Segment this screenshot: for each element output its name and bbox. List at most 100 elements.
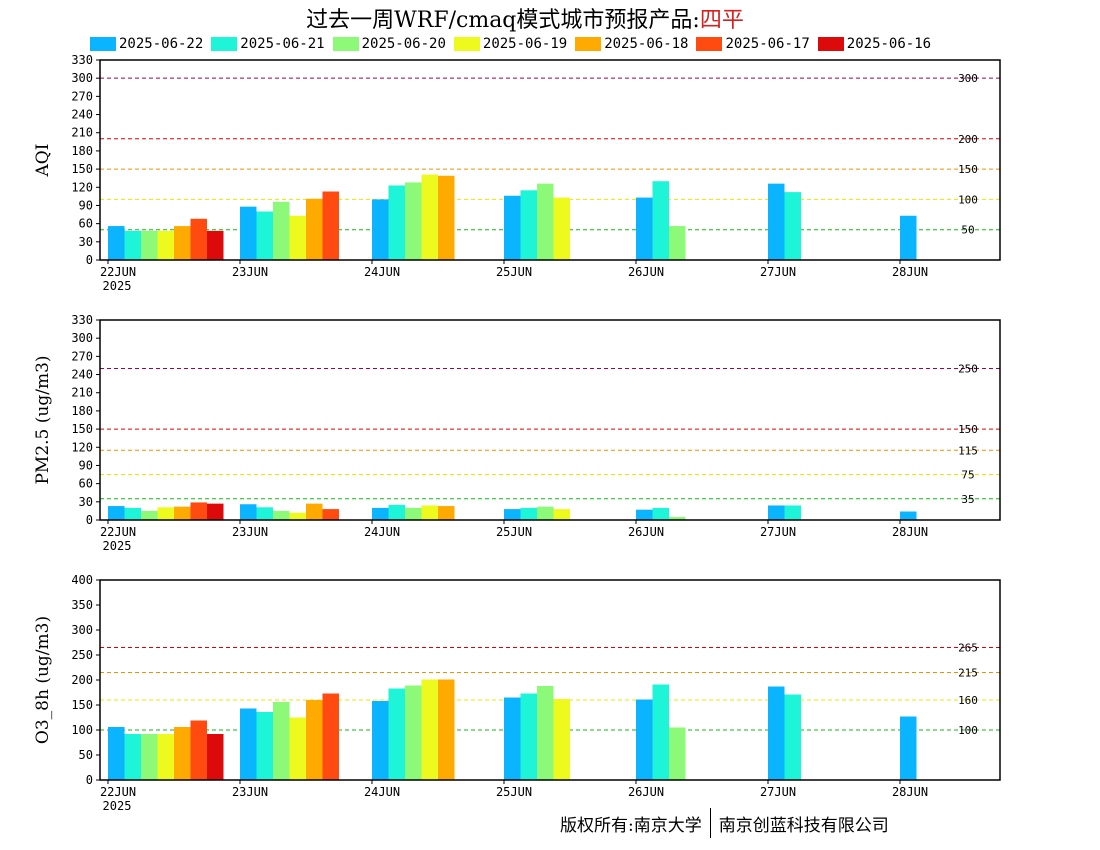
bar <box>306 198 323 260</box>
y-tick-label: 100 <box>71 723 93 737</box>
legend: 2025-06-22 2025-06-21 2025-06-20 2025-06-19… <box>90 35 939 53</box>
legend-label: 2025-06-20 <box>361 36 446 52</box>
title-city: 四平 <box>699 8 744 33</box>
x-tick-label: 27JUN <box>760 265 796 279</box>
x-tick-label: 27JUN <box>760 785 796 799</box>
bar <box>900 215 917 260</box>
bar <box>141 230 158 260</box>
bar <box>784 192 801 260</box>
bar <box>900 511 917 520</box>
copyright-footer: 版权所有:南京大学 南京创蓝科技有限公司 <box>560 808 889 838</box>
bar <box>669 727 686 780</box>
threshold-label: 100 <box>958 193 978 206</box>
y-tick-label: 210 <box>71 126 93 140</box>
y-tick-label: 150 <box>71 162 93 176</box>
threshold-label: 215 <box>958 667 978 680</box>
threshold-label: 265 <box>958 642 978 655</box>
bar <box>108 506 125 520</box>
y-tick-label: 200 <box>71 673 93 687</box>
bar <box>636 197 653 260</box>
bar <box>405 507 422 520</box>
bar <box>652 507 669 520</box>
bar <box>669 226 686 260</box>
legend-swatch <box>332 37 359 51</box>
x-tick-label: 26JUN <box>628 525 664 539</box>
bar <box>289 215 306 260</box>
x-tick-label: 23JUN <box>232 785 268 799</box>
bar <box>289 512 306 520</box>
bar <box>322 191 339 260</box>
bar <box>190 218 207 260</box>
bar <box>273 510 290 520</box>
bar <box>256 712 273 780</box>
x-tick-label: 23JUN <box>232 265 268 279</box>
legend-label: 2025-06-18 <box>604 36 689 52</box>
bar <box>553 509 570 520</box>
legend-item: 2025-06-17 <box>696 35 810 53</box>
y-tick-label: 150 <box>71 422 93 436</box>
footer-right: 南京创蓝科技有限公司 <box>718 815 889 836</box>
bar <box>256 507 273 520</box>
y-tick-label: 240 <box>71 108 93 122</box>
bar <box>256 211 273 260</box>
legend-swatch <box>817 37 844 51</box>
bar <box>504 509 521 520</box>
legend-label: 2025-06-16 <box>846 36 932 52</box>
plot-frame <box>99 319 1001 521</box>
y-tick-label: 90 <box>79 458 93 472</box>
y-tick-label: 120 <box>71 180 93 194</box>
bar <box>900 716 917 780</box>
legend-label: 2025-06-17 <box>725 36 810 52</box>
bar <box>520 190 537 260</box>
threshold-label: 75 <box>961 469 974 482</box>
bar <box>768 505 785 520</box>
bar <box>108 727 125 780</box>
legend-item: 2025-06-20 <box>332 35 446 53</box>
bar <box>504 697 521 780</box>
bar <box>669 516 686 520</box>
title-prefix: 过去一周WRF/cmaq模式城市预报产品: <box>306 8 700 33</box>
y-tick-label: 300 <box>71 71 93 85</box>
y-tick-label: 300 <box>71 623 93 637</box>
footer-separator <box>709 808 711 838</box>
x-tick-label: 28JUN <box>892 265 928 279</box>
bar <box>636 699 653 780</box>
legend-item: 2025-06-19 <box>453 35 568 53</box>
x-tick-label: 26JUN <box>628 265 664 279</box>
x-tick-label: 27JUN <box>760 525 796 539</box>
legend-label: 2025-06-22 <box>119 36 204 52</box>
footer-left: 版权所有:南京大学 <box>560 815 702 836</box>
bar <box>537 183 554 260</box>
bar <box>207 230 224 260</box>
bar <box>652 181 669 260</box>
bar <box>652 684 669 780</box>
y-axis-label: AQI <box>33 144 53 178</box>
bar <box>157 507 174 520</box>
bar <box>190 720 207 780</box>
y-tick-label: 120 <box>71 440 93 454</box>
y-tick-label: 30 <box>79 235 93 249</box>
bar <box>421 505 438 520</box>
y-tick-label: 400 <box>71 573 93 587</box>
legend-item: 2025-06-16 <box>817 35 932 53</box>
x-tick-label: 28JUN <box>892 525 928 539</box>
legend-label: 2025-06-19 <box>482 36 568 52</box>
bar <box>273 201 290 260</box>
y-tick-label: 210 <box>71 386 93 400</box>
y-tick-label: 300 <box>71 331 93 345</box>
x-tick-label: 23JUN <box>232 525 268 539</box>
legend-item: 2025-06-21 <box>211 35 325 53</box>
x-year-label: 2025 <box>103 279 132 293</box>
bar <box>520 693 537 780</box>
y-tick-label: 350 <box>71 598 93 612</box>
y-tick-label: 180 <box>71 404 93 418</box>
y-axis-label: PM2.5 (ug/m3) <box>33 355 53 484</box>
legend-swatch <box>575 37 602 51</box>
bar <box>306 700 323 780</box>
threshold-label: 35 <box>961 493 974 506</box>
y-tick-label: 50 <box>79 748 93 762</box>
bar <box>504 195 521 260</box>
threshold-label: 250 <box>958 362 978 375</box>
bar <box>174 727 191 780</box>
bar <box>124 507 141 520</box>
